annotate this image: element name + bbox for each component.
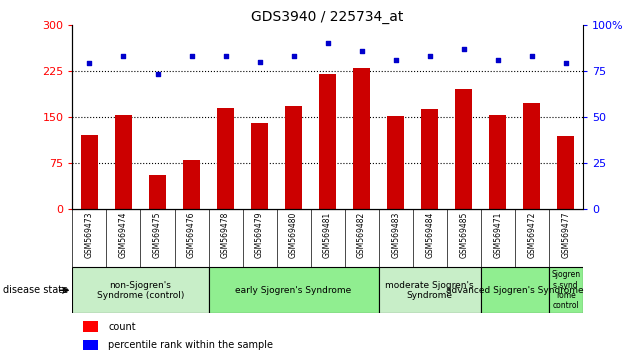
Point	[220, 53, 231, 59]
Bar	[149, 175, 166, 209]
Text: count: count	[108, 322, 136, 332]
Text: GSM569476: GSM569476	[187, 212, 196, 258]
Bar	[115, 115, 132, 209]
Bar	[183, 160, 200, 209]
Point	[561, 61, 571, 66]
Bar	[83, 321, 98, 332]
Bar	[251, 123, 268, 209]
Text: GSM569479: GSM569479	[255, 212, 264, 258]
Text: GSM569473: GSM569473	[85, 212, 94, 258]
Bar	[387, 116, 404, 209]
Text: GSM569471: GSM569471	[493, 212, 502, 258]
Bar	[72, 267, 209, 313]
Point	[186, 53, 197, 59]
Bar	[209, 267, 379, 313]
Point	[255, 59, 265, 64]
Title: GDS3940 / 225734_at: GDS3940 / 225734_at	[251, 10, 404, 24]
Text: early Sjogren's Syndrome: early Sjogren's Syndrome	[236, 286, 352, 295]
Bar	[455, 89, 472, 209]
Bar	[319, 74, 336, 209]
Point	[493, 57, 503, 63]
Text: advanced Sjogren's Syndrome: advanced Sjogren's Syndrome	[446, 286, 583, 295]
Point	[118, 53, 129, 59]
Text: percentile rank within the sample: percentile rank within the sample	[108, 340, 273, 350]
Point	[152, 72, 163, 77]
Bar	[549, 267, 583, 313]
Point	[84, 61, 94, 66]
Bar	[481, 267, 549, 313]
Point	[323, 40, 333, 46]
Text: GSM569483: GSM569483	[391, 212, 400, 258]
Bar	[523, 103, 541, 209]
Text: GSM569485: GSM569485	[459, 212, 468, 258]
Point	[459, 46, 469, 52]
Point	[357, 48, 367, 53]
Bar	[285, 107, 302, 209]
Bar	[421, 109, 438, 209]
Text: Sjogren
s synd
rome
control: Sjogren s synd rome control	[551, 270, 580, 310]
Point	[289, 53, 299, 59]
Text: disease state: disease state	[3, 285, 68, 295]
Text: GSM569477: GSM569477	[561, 212, 570, 258]
Text: GSM569482: GSM569482	[357, 212, 366, 258]
Bar	[83, 340, 98, 350]
Text: GSM569472: GSM569472	[527, 212, 536, 258]
Bar	[81, 135, 98, 209]
Bar	[353, 68, 370, 209]
Text: GSM569481: GSM569481	[323, 212, 332, 258]
Text: non-Sjogren's
Syndrome (control): non-Sjogren's Syndrome (control)	[97, 281, 184, 300]
Text: GSM569480: GSM569480	[289, 212, 298, 258]
Text: moderate Sjogren's
Syndrome: moderate Sjogren's Syndrome	[386, 281, 474, 300]
Text: GSM569475: GSM569475	[153, 212, 162, 258]
Point	[425, 53, 435, 59]
Point	[527, 53, 537, 59]
Point	[391, 57, 401, 63]
Bar	[558, 136, 575, 209]
Bar	[379, 267, 481, 313]
Text: GSM569478: GSM569478	[221, 212, 230, 258]
Text: GSM569474: GSM569474	[119, 212, 128, 258]
Bar	[490, 115, 507, 209]
Text: GSM569484: GSM569484	[425, 212, 434, 258]
Bar	[217, 108, 234, 209]
